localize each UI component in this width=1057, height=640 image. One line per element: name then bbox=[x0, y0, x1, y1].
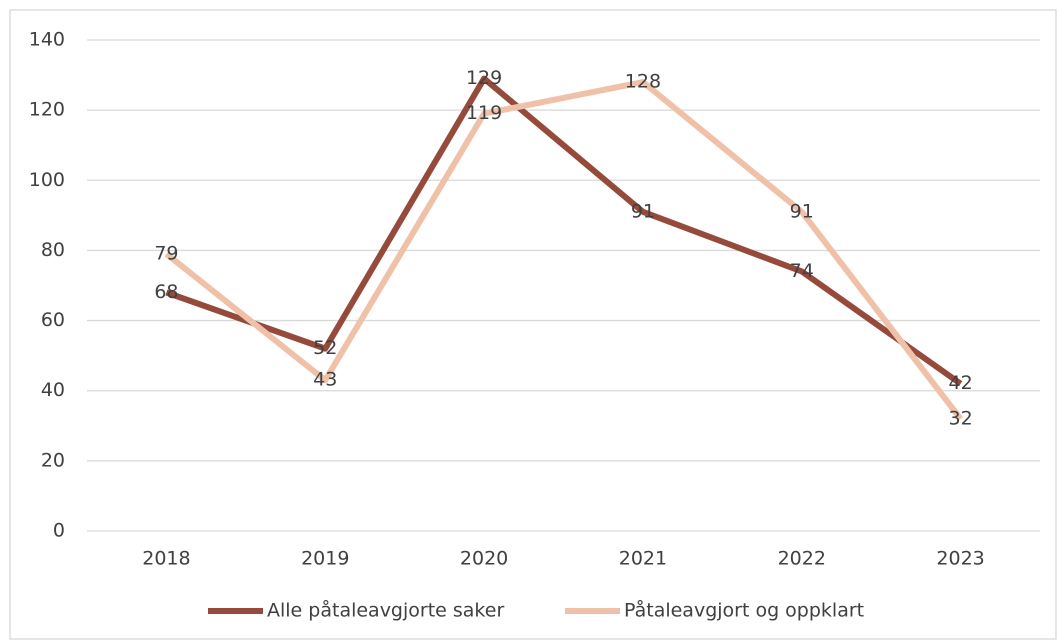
x-tick-label: 2018 bbox=[142, 548, 190, 570]
data-label: 129 bbox=[466, 67, 502, 89]
data-label: 52 bbox=[313, 337, 337, 359]
y-tick-label: 100 bbox=[29, 169, 65, 191]
data-label: 128 bbox=[625, 71, 661, 93]
y-tick-label: 60 bbox=[41, 309, 65, 331]
data-label: 32 bbox=[948, 407, 972, 429]
y-tick-label: 20 bbox=[41, 449, 65, 471]
y-tick-label: 140 bbox=[29, 29, 65, 51]
y-tick-label: 80 bbox=[41, 239, 65, 261]
data-label: 68 bbox=[154, 281, 178, 303]
x-tick-label: 2023 bbox=[936, 548, 984, 570]
x-tick-label: 2022 bbox=[778, 548, 826, 570]
legend-label: Påtaleavgjort og oppklart bbox=[624, 599, 864, 622]
series-line bbox=[164, 79, 963, 421]
y-tick-label: 40 bbox=[41, 379, 65, 401]
data-label: 42 bbox=[948, 372, 972, 394]
data-label: 43 bbox=[313, 369, 337, 391]
y-tick-label: 0 bbox=[53, 520, 65, 542]
series-line bbox=[165, 75, 963, 387]
data-label: 119 bbox=[466, 102, 502, 124]
data-label: 91 bbox=[790, 200, 814, 222]
data-label: 74 bbox=[790, 260, 814, 282]
legend-label: Alle påtaleavgjorte saker bbox=[267, 599, 504, 622]
x-tick-label: 2020 bbox=[460, 548, 508, 570]
x-tick-label: 2019 bbox=[301, 548, 349, 570]
y-tick-label: 120 bbox=[29, 99, 65, 121]
data-label: 79 bbox=[154, 242, 178, 264]
x-tick-label: 2021 bbox=[619, 548, 667, 570]
data-label: 91 bbox=[631, 200, 655, 222]
